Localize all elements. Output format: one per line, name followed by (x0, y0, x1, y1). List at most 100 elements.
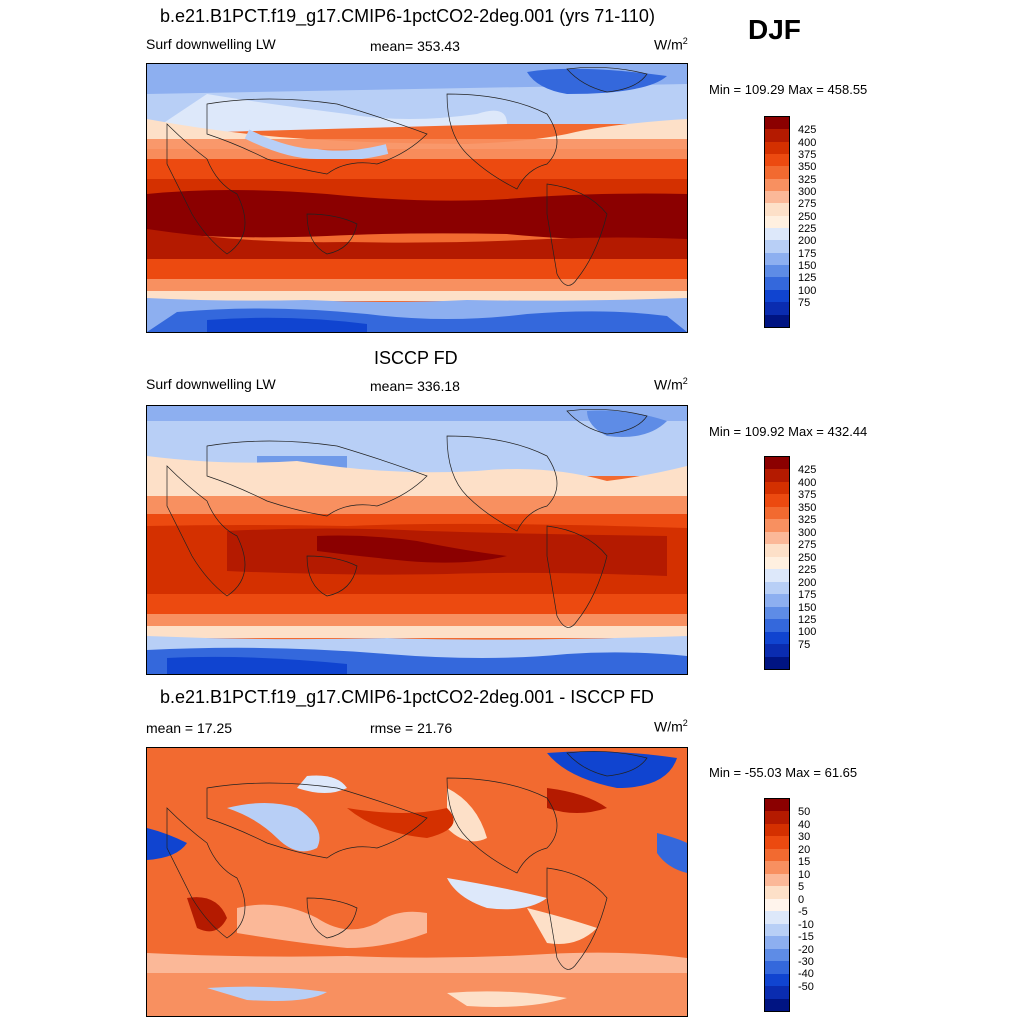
colorbar-tick-label: 50 (798, 806, 811, 819)
colorbar-segment (765, 166, 789, 179)
colorbar-segment (765, 215, 789, 229)
colorbar-tick-label: 150 (798, 601, 817, 614)
panel3-colorbar (764, 798, 790, 1012)
colorbar-segment (765, 581, 789, 595)
colorbar-segment (765, 117, 789, 130)
panel2-map (146, 405, 688, 675)
colorbar-segment (765, 619, 789, 632)
colorbar-tick-label: 275 (798, 198, 817, 211)
colorbar-tick-label: 100 (798, 626, 817, 639)
colorbar-segment (765, 203, 789, 216)
panel2-minmax: Min = 109.92 Max = 432.44 (709, 424, 868, 439)
colorbar-segment (765, 481, 789, 495)
colorbar-tick-label: 350 (798, 161, 817, 174)
colorbar-segment (765, 923, 789, 937)
colorbar-segment (765, 594, 789, 607)
colorbar-segment (765, 998, 789, 1011)
season-label: DJF (748, 14, 801, 45)
colorbar-tick-label: 40 (798, 818, 811, 831)
panel3-title: b.e21.B1PCT.f19_g17.CMIP6-1pctCO2-2deg.0… (160, 687, 654, 707)
colorbar-segment (765, 861, 789, 874)
colorbar-segment (765, 277, 789, 290)
colorbar-segment (765, 823, 789, 837)
panel2-variable-label: Surf downwelling LW (146, 376, 276, 392)
colorbar-segment (765, 836, 789, 849)
colorbar-tick-label: 250 (798, 551, 817, 564)
colorbar-segment (765, 936, 789, 949)
panel1-map (146, 63, 688, 333)
colorbar-segment (765, 240, 789, 253)
panel1-variable-label: Surf downwelling LW (146, 36, 276, 52)
panel3-map (146, 747, 688, 1017)
panel2-colorbar (764, 456, 790, 670)
colorbar-segment (765, 154, 789, 167)
colorbar-segment (765, 898, 789, 912)
colorbar-tick-label: 10 (798, 868, 811, 881)
colorbar-segment (765, 569, 789, 582)
colorbar-tick-label: -30 (798, 955, 814, 968)
colorbar-segment (765, 911, 789, 924)
colorbar-tick-label: 75 (798, 297, 811, 310)
colorbar-segment (765, 494, 789, 507)
colorbar-tick-label: -20 (798, 943, 814, 956)
colorbar-tick-label: 150 (798, 260, 817, 273)
panel2-map-field (147, 406, 687, 674)
panel3-map-field (147, 748, 687, 1016)
colorbar-segment (765, 886, 789, 899)
colorbar-tick-label: 300 (798, 185, 817, 198)
colorbar-segment (765, 457, 789, 470)
panel1-units: W/m2 (654, 36, 688, 53)
panel1-colorbar (764, 116, 790, 328)
colorbar-tick-label: 375 (798, 489, 817, 502)
colorbar-tick-label: 125 (798, 272, 817, 285)
colorbar-segment (765, 531, 789, 545)
colorbar-segment (765, 811, 789, 824)
colorbar-segment (765, 469, 789, 482)
colorbar-segment (765, 519, 789, 532)
colorbar-tick-label: 250 (798, 210, 817, 223)
colorbar-tick-label: -40 (798, 968, 814, 981)
colorbar-tick-label: 175 (798, 589, 817, 602)
colorbar-segment (765, 631, 789, 645)
colorbar-segment (765, 556, 789, 570)
colorbar-tick-label: 15 (798, 856, 811, 869)
colorbar-segment (765, 314, 789, 327)
colorbar-segment (765, 644, 789, 657)
panel3-mean-label: mean = 17.25 (146, 720, 233, 736)
colorbar-tick-label: -15 (798, 931, 814, 944)
colorbar-tick-label: 0 (798, 893, 805, 906)
colorbar-tick-label: 200 (798, 235, 817, 248)
colorbar-tick-label: 30 (798, 831, 811, 844)
colorbar-segment (765, 252, 789, 266)
colorbar-segment (765, 961, 789, 974)
colorbar-tick-label: 5 (798, 881, 805, 894)
colorbar-tick-label: 125 (798, 613, 817, 626)
colorbar-segment (765, 848, 789, 862)
colorbar-tick-label: 20 (798, 843, 811, 856)
colorbar-segment (765, 606, 789, 620)
colorbar-tick-label: 400 (798, 136, 817, 149)
colorbar-tick-label: -5 (798, 906, 808, 919)
panel1-mean-label: mean= 353.43 (370, 38, 460, 54)
colorbar-tick-label: -10 (798, 918, 814, 931)
colorbar-segment (765, 289, 789, 303)
colorbar-segment (765, 986, 789, 999)
colorbar-tick-label: 350 (798, 501, 817, 514)
colorbar-tick-label: 425 (798, 124, 817, 137)
colorbar-tick-label: 300 (798, 526, 817, 539)
colorbar-tick-label: 275 (798, 539, 817, 552)
panel3-minmax: Min = -55.03 Max = 61.65 (709, 765, 858, 780)
colorbar-segment (765, 948, 789, 962)
colorbar-segment (765, 129, 789, 142)
panel2-units: W/m2 (654, 376, 688, 393)
colorbar-segment (765, 228, 789, 241)
colorbar-tick-label: 225 (798, 564, 817, 577)
colorbar-segment (765, 265, 789, 278)
colorbar-segment (765, 191, 789, 204)
colorbar-tick-label: 325 (798, 173, 817, 186)
colorbar-tick-label: 375 (798, 148, 817, 161)
colorbar-tick-label: 175 (798, 247, 817, 260)
panel3-rmse-label: rmse = 21.76 (370, 720, 453, 736)
colorbar-tick-label: 325 (798, 514, 817, 527)
panel3-units: W/m2 (654, 718, 688, 735)
